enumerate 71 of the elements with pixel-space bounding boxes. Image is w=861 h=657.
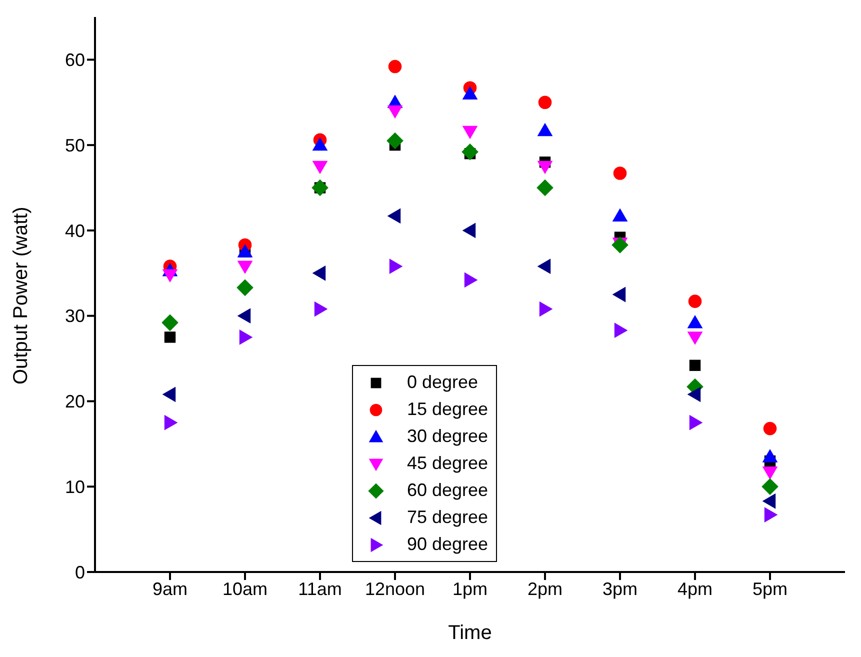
point bbox=[462, 144, 478, 160]
point bbox=[536, 179, 554, 196]
point bbox=[462, 86, 478, 100]
x-tick-label: 2pm bbox=[527, 578, 563, 599]
point bbox=[613, 166, 627, 180]
point bbox=[314, 301, 328, 317]
x-axis-title: Time bbox=[448, 622, 492, 644]
legend-label: 0 degree bbox=[407, 372, 478, 393]
point bbox=[312, 160, 328, 174]
x-tick-label: 10am bbox=[222, 578, 268, 599]
x-tick-label: 3pm bbox=[602, 578, 638, 599]
point bbox=[612, 208, 628, 222]
point bbox=[162, 386, 176, 402]
point bbox=[164, 414, 178, 430]
legend-label: 30 degree bbox=[407, 426, 488, 447]
legend-label: 90 degree bbox=[407, 534, 488, 555]
point bbox=[614, 322, 628, 338]
y-tick-label: 10 bbox=[64, 477, 85, 498]
point bbox=[539, 301, 553, 317]
point bbox=[387, 208, 401, 224]
point bbox=[388, 60, 402, 74]
x-tick-label: 9am bbox=[152, 578, 188, 599]
y-tick-label: 60 bbox=[64, 50, 85, 70]
point bbox=[464, 272, 478, 288]
y-tick-label: 30 bbox=[64, 306, 85, 326]
point bbox=[538, 96, 552, 110]
point bbox=[687, 386, 701, 402]
point bbox=[387, 105, 403, 119]
point bbox=[687, 332, 703, 345]
point bbox=[688, 294, 702, 308]
point bbox=[537, 258, 551, 274]
point bbox=[164, 332, 176, 343]
legend-label: 75 degree bbox=[407, 507, 488, 528]
legend-label: 15 degree bbox=[407, 399, 488, 420]
y-tick-label: 50 bbox=[64, 135, 85, 156]
point bbox=[312, 265, 326, 281]
point bbox=[689, 360, 701, 371]
point bbox=[689, 414, 703, 430]
point bbox=[239, 329, 253, 345]
point bbox=[162, 269, 178, 283]
y-axis-title: Output Power (watt) bbox=[10, 206, 32, 384]
point bbox=[462, 222, 476, 238]
y-tick-label: 40 bbox=[64, 220, 85, 241]
point bbox=[386, 132, 404, 150]
x-tick-label: 5pm bbox=[752, 578, 788, 599]
x-tick-label: 1pm bbox=[452, 578, 488, 599]
point bbox=[762, 466, 778, 480]
point bbox=[389, 258, 403, 274]
point bbox=[764, 507, 778, 522]
legend-label: 60 degree bbox=[407, 480, 488, 501]
point bbox=[762, 478, 778, 496]
point bbox=[312, 179, 328, 196]
point bbox=[687, 314, 703, 328]
x-tick-label: 4pm bbox=[677, 578, 713, 599]
point bbox=[462, 126, 478, 140]
x-tick-label: 11am bbox=[298, 578, 342, 599]
point bbox=[612, 286, 626, 302]
point bbox=[312, 137, 328, 151]
point bbox=[763, 422, 777, 436]
point bbox=[537, 122, 553, 136]
y-tick-label: 0 bbox=[74, 562, 85, 582]
point bbox=[762, 449, 778, 462]
y-tick-label: 20 bbox=[64, 392, 85, 412]
point bbox=[162, 314, 178, 332]
point bbox=[762, 493, 776, 509]
point bbox=[537, 160, 553, 174]
point bbox=[237, 308, 251, 324]
point bbox=[237, 260, 253, 274]
legend-label: 45 degree bbox=[407, 453, 488, 474]
x-tick-label: 12noon bbox=[364, 578, 426, 599]
point bbox=[236, 279, 254, 296]
